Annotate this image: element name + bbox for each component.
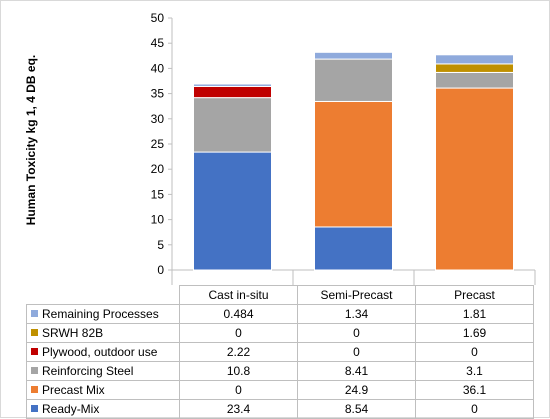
data-label: 24.9: [297, 380, 416, 400]
legend-label: Remaining Processes: [42, 307, 159, 321]
bar-segment: [193, 97, 272, 153]
table-row: Reinforcing Steel 10.8 8.41 3.1: [26, 361, 534, 381]
bar-segment: [314, 226, 393, 271]
bar-segment: [435, 87, 514, 271]
legend-entry: Reinforcing Steel: [26, 361, 180, 381]
data-label: 0: [415, 342, 534, 362]
y-axis-label: Human Toxicity kg 1, 4 DB eq.: [24, 54, 38, 226]
legend-entry: Remaining Processes: [26, 304, 180, 324]
data-label: 1.34: [297, 304, 416, 324]
bar-segment: [435, 63, 514, 73]
legend-entry: Precast Mix: [26, 380, 180, 400]
data-label: 1.69: [415, 323, 534, 343]
bar-segment: [314, 100, 393, 228]
data-label: 8.54: [297, 399, 416, 419]
table-row: SRWH 82B 0 0 1.69: [26, 323, 534, 343]
bar-segment: [193, 83, 272, 87]
data-label: 2.22: [179, 342, 298, 362]
table-row: Plywood, outdoor use 2.22 0 0: [26, 342, 534, 362]
table-header-row: Cast in-situ Semi-Precast Precast: [26, 285, 534, 305]
bar-segment: [314, 51, 393, 60]
data-label: 10.8: [179, 361, 298, 381]
category-label: Semi-Precast: [297, 285, 416, 305]
legend-label: Ready-Mix: [42, 402, 100, 416]
legend-entry: Ready-Mix: [26, 399, 180, 419]
table-row: Ready-Mix 23.4 8.54 0: [26, 399, 534, 419]
y-tick-label: 40: [151, 61, 165, 75]
y-tick-label: 30: [151, 112, 165, 126]
data-label: 23.4: [179, 399, 298, 419]
y-tick-label: 35: [151, 87, 165, 101]
data-label: 36.1: [415, 380, 534, 400]
data-label: 8.41: [297, 361, 416, 381]
data-label: 0: [179, 380, 298, 400]
bar-segment: [193, 151, 272, 271]
bar-segment: [314, 58, 393, 102]
data-label: 0: [297, 323, 416, 343]
category-label: Precast: [415, 285, 534, 305]
table-body: Remaining Processes 0.484 1.34 1.81 SRWH 82B…: [26, 304, 534, 419]
table-row: Precast Mix 0 24.9 36.1: [26, 380, 534, 400]
y-tick-label: 25: [151, 137, 165, 151]
legend-swatch: [31, 405, 38, 412]
bar-segment: [435, 54, 514, 65]
legend-label: SRWH 82B: [42, 326, 104, 340]
bars: [193, 51, 514, 271]
table-corner: [26, 285, 180, 305]
y-tick-label: 0: [157, 263, 164, 277]
y-axis: 0 5 10 15 20 25 30 35 40 45 50: [151, 11, 536, 285]
legend-label: Plywood, outdoor use: [42, 345, 158, 359]
legend-swatch: [31, 329, 38, 336]
data-label: 0.484: [179, 304, 298, 324]
y-tick-label: 20: [151, 162, 165, 176]
legend-swatch: [31, 348, 38, 355]
data-label: 3.1: [415, 361, 534, 381]
y-tick-label: 50: [151, 11, 165, 25]
data-label: 0: [297, 342, 416, 362]
data-label: 0: [179, 323, 298, 343]
legend-swatch: [31, 310, 38, 317]
data-label: 0: [415, 399, 534, 419]
legend-label: Reinforcing Steel: [42, 364, 134, 378]
y-tick-label: 45: [151, 36, 165, 50]
bar-segment: [193, 85, 272, 99]
y-tick-label: 5: [157, 238, 164, 252]
legend-entry: Plywood, outdoor use: [26, 342, 180, 362]
legend-entry: SRWH 82B: [26, 323, 180, 343]
table-row: Remaining Processes 0.484 1.34 1.81: [26, 304, 534, 324]
legend-label: Precast Mix: [42, 383, 105, 397]
bar-segment: [435, 71, 514, 89]
stacked-bar-chart: 0 5 10 15 20 25 30 35 40 45 50: [151, 11, 536, 285]
legend-swatch: [31, 367, 38, 374]
y-tick-label: 10: [151, 213, 165, 227]
category-label: Cast in-situ: [179, 285, 298, 305]
y-tick-label: 15: [151, 187, 165, 201]
legend-swatch: [31, 386, 38, 393]
data-table: Cast in-situ Semi-Precast Precast Remain…: [26, 285, 534, 419]
data-label: 1.81: [415, 304, 534, 324]
